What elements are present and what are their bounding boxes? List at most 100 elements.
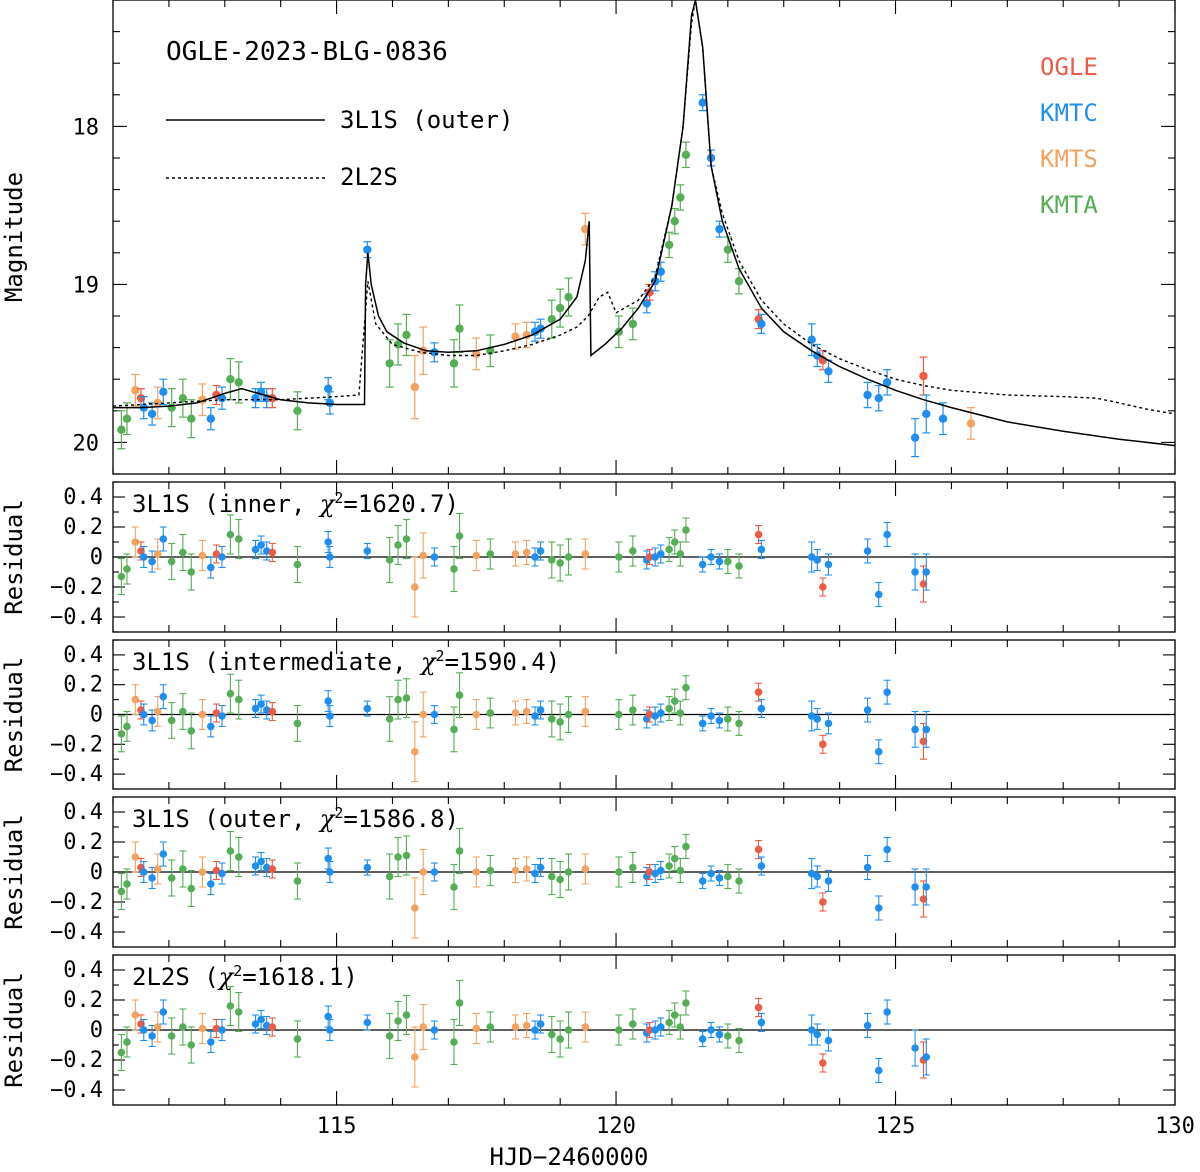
residual-marker bbox=[807, 869, 816, 878]
data-point-kmts bbox=[522, 321, 531, 349]
residual-marker bbox=[511, 709, 520, 717]
residual-point-kmtc bbox=[159, 684, 168, 710]
residual-marker bbox=[682, 683, 690, 692]
residual-point-kmtc bbox=[148, 709, 156, 732]
residual-marker bbox=[187, 884, 196, 893]
y-tick-label: 0 bbox=[90, 545, 103, 570]
data-point-kmtc bbox=[642, 293, 651, 314]
residual-marker bbox=[326, 1026, 334, 1034]
residual-point-kmta bbox=[234, 518, 243, 560]
residual-marker bbox=[724, 715, 732, 723]
residual-point-kmtc bbox=[218, 1018, 226, 1042]
residual-marker bbox=[363, 1018, 372, 1027]
residual-point-kmtc bbox=[251, 539, 260, 560]
y-tick-label: 0.2 bbox=[63, 988, 103, 1013]
residual-point-kmtc bbox=[757, 1012, 766, 1033]
residual-point-kmtc bbox=[863, 854, 872, 881]
residual-point-kmta bbox=[724, 1023, 732, 1049]
residual-point-kmta bbox=[226, 673, 235, 714]
residual-point-kmta bbox=[394, 679, 402, 720]
residual-panel-2: 0.4 0.2 0 −0.2 −0.4 Residual 3L1S (intermediat… bbox=[0, 639, 1176, 790]
residual-marker bbox=[511, 866, 520, 875]
residual-point-kmts bbox=[411, 721, 419, 783]
residual-point-kmta bbox=[187, 712, 196, 750]
residual-marker bbox=[547, 1030, 556, 1039]
residual-marker bbox=[212, 866, 221, 875]
residual-marker bbox=[159, 535, 168, 543]
residual-point-kmtc bbox=[698, 872, 707, 890]
residual-point-kmtc bbox=[257, 535, 265, 555]
data-point-kmtc bbox=[938, 402, 948, 436]
residual-marker bbox=[556, 559, 564, 567]
residual-point-kmtc bbox=[363, 542, 372, 560]
residual-point-kmtc bbox=[807, 1014, 816, 1046]
residual-marker bbox=[522, 548, 531, 557]
residual-point-kmta bbox=[179, 1008, 187, 1046]
residual-point-kmta bbox=[670, 529, 679, 555]
residual-marker bbox=[131, 538, 140, 546]
residual-point-kmtc bbox=[698, 1030, 707, 1048]
residual-marker bbox=[394, 1017, 402, 1025]
residual-marker bbox=[824, 1036, 833, 1045]
residual-point-kmts bbox=[198, 539, 207, 572]
y-tick-label: 0.4 bbox=[63, 958, 103, 983]
residual-point-kmta bbox=[293, 1020, 302, 1058]
residual-point-ogle bbox=[268, 1017, 277, 1037]
residual-marker bbox=[472, 551, 481, 560]
residual-marker bbox=[511, 1023, 520, 1031]
residual-point-kmtc bbox=[159, 841, 168, 867]
residual-point-ogle bbox=[819, 1053, 827, 1073]
residual-point-kmtc bbox=[531, 706, 539, 726]
y-tick-label: −0.4 bbox=[50, 762, 103, 787]
residual-point-kmta bbox=[670, 845, 679, 872]
residual-point-kmtc bbox=[326, 705, 334, 727]
residual-marker bbox=[234, 853, 243, 861]
data-marker bbox=[628, 319, 638, 329]
residual-point-kmts bbox=[511, 1014, 520, 1040]
residual-point-kmts bbox=[581, 853, 590, 885]
residual-point-kmtc bbox=[824, 553, 833, 576]
residual-point-ogle bbox=[645, 548, 654, 566]
residual-marker bbox=[385, 1032, 394, 1040]
residual-marker bbox=[472, 868, 481, 876]
data-marker bbox=[642, 299, 651, 308]
residual-marker bbox=[757, 862, 766, 870]
residual-marker bbox=[922, 725, 931, 734]
residual-data bbox=[117, 512, 931, 618]
residual-marker bbox=[522, 1021, 531, 1030]
residual-point-kmts bbox=[419, 848, 428, 896]
residual-point-kmta bbox=[187, 1026, 196, 1064]
residual-point-kmtc bbox=[536, 541, 545, 561]
residual-point-kmtc bbox=[207, 556, 215, 579]
residual-point-kmta bbox=[724, 863, 732, 890]
residual-marker bbox=[922, 568, 931, 576]
residual-point-kmta bbox=[234, 679, 243, 720]
residual-marker bbox=[656, 1023, 665, 1031]
y-axis-title: Residual bbox=[0, 657, 28, 773]
data-point-kmta bbox=[226, 358, 235, 401]
residual-marker bbox=[450, 725, 458, 734]
residual-point-kmta bbox=[564, 1011, 573, 1049]
residual-marker bbox=[670, 854, 679, 863]
residual-marker bbox=[511, 550, 520, 558]
residual-marker bbox=[293, 1035, 302, 1043]
residual-point-kmta bbox=[167, 542, 176, 581]
residual-point-kmtc bbox=[651, 1020, 659, 1040]
residual-marker bbox=[564, 868, 573, 876]
residual-marker bbox=[564, 1026, 573, 1034]
residual-marker bbox=[207, 563, 215, 572]
residual-marker bbox=[911, 725, 919, 734]
residual-point-kmts bbox=[419, 691, 428, 738]
residual-point-kmts bbox=[581, 538, 590, 570]
residual-point-kmtc bbox=[922, 553, 931, 591]
residual-point-kmta bbox=[293, 545, 302, 584]
residual-point-kmtc bbox=[707, 707, 715, 724]
residual-marker bbox=[419, 868, 428, 876]
residual-point-ogle bbox=[819, 577, 827, 597]
residual-point-kmtc bbox=[883, 521, 891, 548]
y-tick-label: 0.4 bbox=[63, 800, 103, 825]
residual-point-kmta bbox=[385, 536, 394, 584]
residual-point-kmta bbox=[123, 553, 131, 585]
residual-marker bbox=[656, 709, 665, 717]
data-point-kmta bbox=[293, 391, 302, 431]
